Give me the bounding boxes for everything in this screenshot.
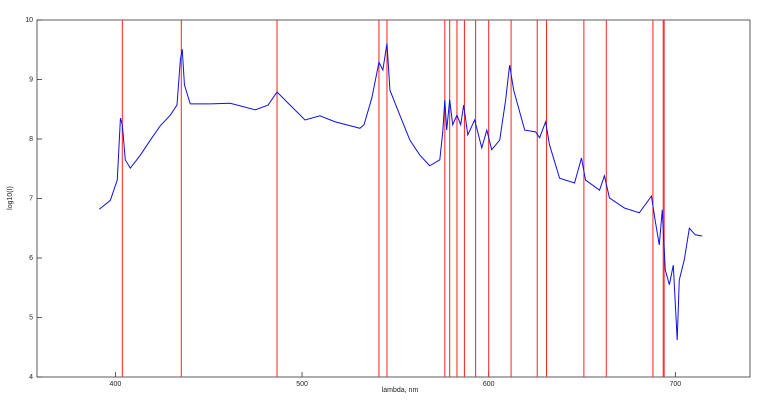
y-axis-label: log10(I) bbox=[7, 186, 14, 210]
y-tick-label: 8 bbox=[29, 136, 33, 143]
x-tick-label: 500 bbox=[296, 381, 308, 388]
x-axis-label: lambda, nm bbox=[382, 387, 419, 394]
y-tick-label: 10 bbox=[25, 17, 33, 24]
plot-frame bbox=[36, 19, 751, 378]
y-tick-label: 6 bbox=[29, 255, 33, 262]
x-tick-label: 600 bbox=[483, 381, 495, 388]
x-tick-label: 700 bbox=[669, 381, 681, 388]
y-tick-label: 9 bbox=[29, 76, 33, 83]
x-tick-label: 400 bbox=[110, 381, 122, 388]
y-tick-label: 7 bbox=[29, 195, 33, 202]
data-line bbox=[99, 43, 703, 341]
y-tick-label: 4 bbox=[29, 374, 33, 381]
y-tick-label: 5 bbox=[29, 314, 33, 321]
